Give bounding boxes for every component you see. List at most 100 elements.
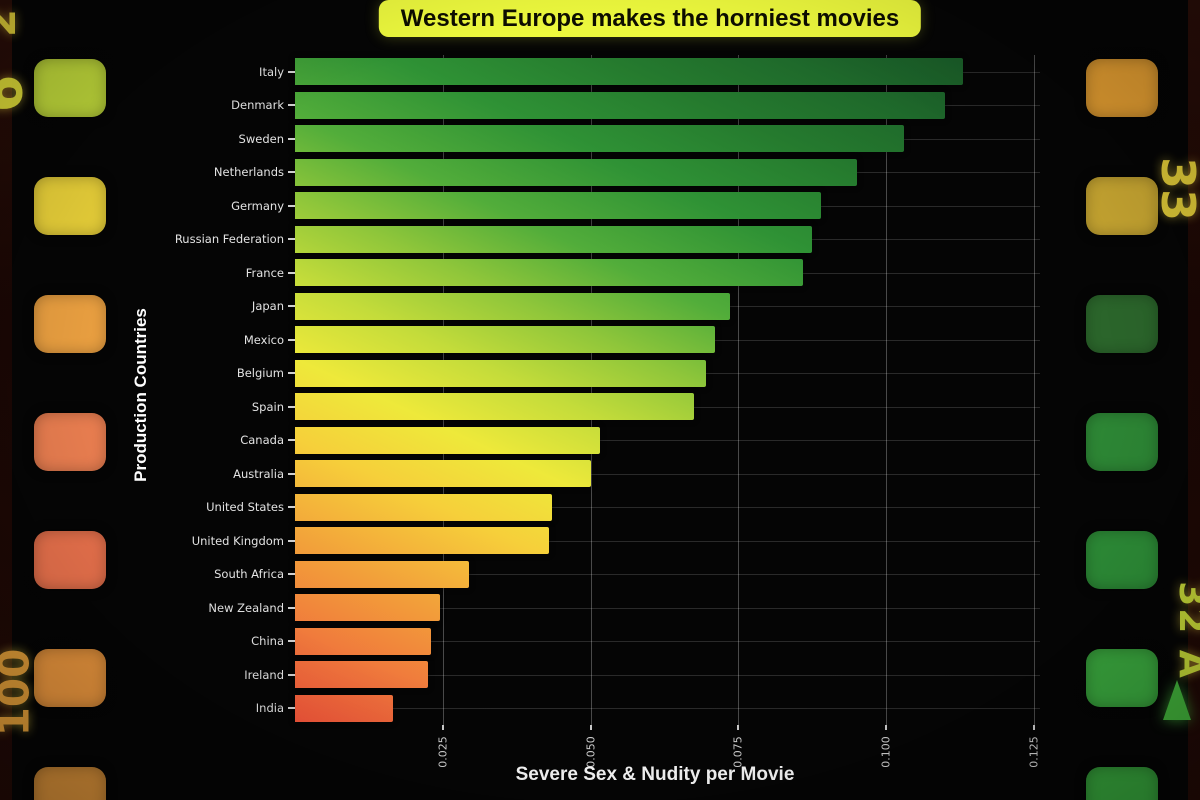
film-edge-number-32a: 32 A (1170, 581, 1200, 680)
plot-area (295, 55, 1040, 725)
country-label: Spain (251, 399, 284, 414)
x-tick-label: 0.025 (436, 736, 450, 768)
y-tick-mark (288, 204, 295, 207)
bar-new-zealand (295, 594, 440, 622)
country-label: New Zealand (208, 600, 284, 615)
horizontal-gridline (295, 574, 1040, 576)
film-edge-left (0, 0, 12, 800)
y-tick-russian-federation: Russian Federation (175, 232, 295, 246)
film-perforation (1086, 177, 1158, 235)
country-label: Japan (251, 299, 284, 314)
bar-china (295, 627, 431, 655)
vertical-gridline (590, 55, 592, 725)
film-edge-arrow-up-icon (1163, 680, 1191, 720)
vertical-gridline (886, 55, 888, 725)
film-perforation (34, 295, 106, 353)
country-label: United States (206, 500, 284, 515)
horizontal-gridline (295, 473, 1040, 475)
vertical-gridline (1034, 55, 1036, 725)
country-label: Germany (231, 198, 284, 213)
country-label: United Kingdom (191, 533, 284, 548)
horizontal-gridline (295, 674, 1040, 676)
bar-netherlands (295, 158, 857, 186)
x-tick-mark (589, 725, 592, 730)
country-label: Denmark (231, 98, 284, 113)
film-edge-number-33: 33 (1151, 156, 1200, 222)
film-perforation (1086, 295, 1158, 353)
x-tick-mark (885, 725, 888, 730)
horizontal-gridline (295, 641, 1040, 643)
bar-south-africa (295, 560, 470, 588)
chart-title-banner: Western Europe makes the horniest movies (378, 0, 922, 37)
y-tick-south-africa: South Africa (214, 567, 295, 581)
vertical-gridline (442, 55, 444, 725)
y-tick-spain: Spain (252, 400, 295, 414)
horizontal-gridline (295, 607, 1040, 609)
vertical-gridline (738, 55, 740, 725)
bar-sweden (295, 125, 904, 153)
bar-mexico (295, 326, 715, 354)
x-tick-label: 0.100 (879, 736, 893, 768)
bar-india (295, 694, 393, 722)
y-tick-mark (288, 506, 295, 509)
x-tick-mark (1033, 725, 1036, 730)
x-tick-mark (737, 725, 740, 730)
y-axis-labels: Italy Denmark Sweden Netherlands Germany Russ… (0, 55, 295, 725)
film-edge-right (1188, 0, 1200, 800)
bar-united-states (295, 493, 553, 521)
film-perforation (34, 177, 106, 235)
film-perforation (34, 59, 106, 117)
film-perforation (1086, 413, 1158, 471)
film-perforation (34, 649, 106, 707)
film-perforation (1086, 531, 1158, 589)
horizontal-gridline (295, 708, 1040, 710)
bar-denmark (295, 91, 946, 119)
bar-canada (295, 426, 600, 454)
y-tick-denmark: Denmark (231, 98, 295, 112)
film-perforation (34, 767, 106, 800)
country-label: Australia (233, 466, 284, 481)
country-label: Belgium (236, 366, 284, 381)
bar-ireland (295, 661, 429, 689)
y-tick-belgium: Belgium (237, 366, 295, 380)
y-tick-australia: Australia (233, 467, 295, 481)
y-tick-mark (288, 439, 295, 442)
country-label: Ireland (244, 667, 284, 682)
bar-germany (295, 192, 822, 220)
y-tick-mark (288, 238, 295, 241)
country-label: Italy (259, 64, 284, 79)
y-tick-new-zealand: New Zealand (208, 601, 295, 615)
y-tick-mark (288, 137, 295, 140)
y-tick-mark (288, 372, 295, 375)
film-perforation (1086, 649, 1158, 707)
film-strip-right (1080, 0, 1200, 800)
y-tick-mark (288, 338, 295, 341)
y-tick-mark (288, 673, 295, 676)
y-tick-china: China (251, 634, 295, 648)
y-tick-sweden: Sweden (239, 132, 295, 146)
y-tick-germany: Germany (231, 199, 295, 213)
chart-title: Western Europe makes the horniest movies (400, 5, 900, 32)
film-perforation (34, 413, 106, 471)
film-strip-left (0, 0, 130, 800)
country-label: Mexico (243, 332, 284, 347)
y-tick-mark (288, 171, 295, 174)
film-perforation (34, 531, 106, 589)
y-tick-italy: Italy (259, 65, 295, 79)
y-tick-ireland: Ireland (244, 668, 295, 682)
horizontal-gridline (295, 507, 1040, 509)
y-tick-mark (288, 472, 295, 475)
y-tick-mark (288, 573, 295, 576)
y-tick-mark (288, 70, 295, 73)
y-tick-mark (288, 640, 295, 643)
y-tick-mark (288, 271, 295, 274)
horizontal-gridline (295, 540, 1040, 542)
bar-australia (295, 460, 591, 488)
country-label: South Africa (214, 567, 284, 582)
bar-spain (295, 393, 695, 421)
y-tick-france: France (246, 266, 295, 280)
film-perforation (1086, 59, 1158, 117)
country-label: Sweden (238, 131, 284, 146)
country-label: Russian Federation (174, 232, 284, 247)
